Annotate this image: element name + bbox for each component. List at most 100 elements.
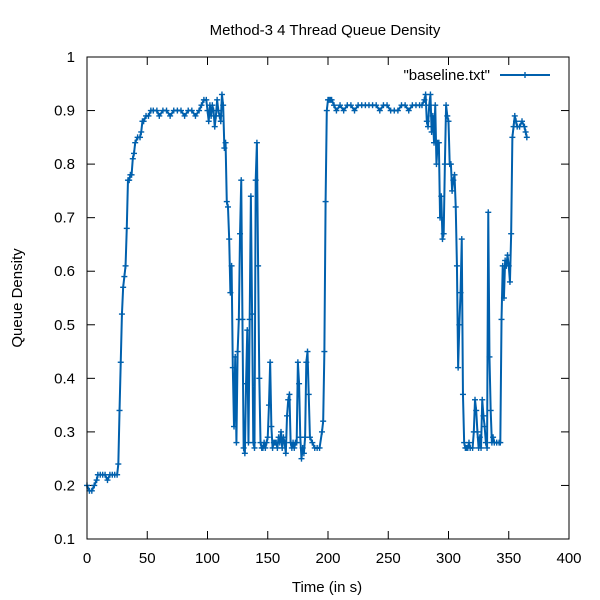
data-point-marker [299,444,306,451]
data-point-marker [450,177,457,184]
data-point-marker [303,359,310,366]
data-point-marker [423,118,430,125]
data-point-marker [262,444,269,451]
data-point-marker [249,311,256,318]
data-point-marker [217,118,224,125]
data-point-marker [298,455,305,462]
y-tick-label: 0.5 [54,317,75,334]
data-point-marker [384,102,391,109]
data-point-marker [351,107,358,114]
data-point-marker [306,434,313,441]
data-point-marker [490,434,497,441]
data-point-marker [506,278,513,285]
data-point-marker [500,295,507,301]
legend-marker [522,72,528,78]
data-point-marker [449,187,456,194]
data-point-marker [198,102,205,109]
y-tick-label: 0.3 [54,424,75,441]
data-point-marker [233,439,240,446]
data-point-marker [482,439,489,446]
y-tick-label: 1 [67,49,75,66]
data-point-marker [126,177,133,184]
data-point-marker [229,364,236,371]
data-point-marker [502,257,509,264]
data-point-marker [122,262,129,269]
data-point-marker [523,134,530,141]
data-point-marker [508,230,515,237]
data-point-marker [255,262,262,269]
data-point-marker [238,177,245,184]
data-point-marker [331,102,338,109]
data-point-marker [123,225,130,232]
data-point-marker [222,139,229,146]
x-tick-label: 0 [83,550,91,567]
data-point-marker [394,107,401,114]
data-point-marker [439,236,446,243]
data-point-marker [256,375,263,382]
data-point-marker [114,471,121,478]
data-point-marker [227,289,234,296]
x-tick-label: 350 [496,550,521,567]
data-point-marker [163,107,170,114]
data-point-marker [241,450,248,457]
data-point-marker [440,230,447,237]
data-point-marker [140,118,147,125]
data-point-marker [243,380,250,387]
data-point-marker [104,477,111,484]
series-layer [84,91,530,494]
data-point-marker [456,321,463,328]
data-point-marker [472,396,479,403]
data-point-marker [309,439,316,446]
data-point-marker [452,203,459,210]
data-point-marker [129,155,136,162]
data-point-marker [421,96,428,103]
data-point-marker [429,112,436,119]
data-point-marker [433,161,440,168]
data-point-marker [116,407,123,414]
data-point-marker [156,112,163,119]
x-tick-label: 50 [139,550,156,567]
data-point-marker [321,348,328,355]
data-point-marker [205,118,212,125]
data-point-marker [522,128,529,135]
data-point-marker [224,203,231,210]
x-tick-label: 300 [436,550,461,567]
data-point-marker [519,118,526,125]
data-point-marker [453,262,460,269]
y-tick-label: 0.2 [54,477,75,494]
data-point-marker [455,364,462,371]
data-point-marker [234,348,241,355]
data-point-marker [121,273,128,280]
data-point-marker [486,353,493,360]
data-point-marker [428,128,435,135]
data-point-marker [474,428,481,435]
data-point-marker [204,107,211,114]
data-point-marker [318,428,325,435]
data-point-marker [294,359,301,366]
data-point-marker [451,171,458,178]
y-tick-label: 0.4 [54,370,75,387]
data-point-marker [132,139,139,146]
data-point-marker [211,123,218,130]
x-axis-label: Time (in s) [292,579,362,596]
data-point-marker [220,102,227,109]
y-tick-label: 0.9 [54,103,75,120]
x-tick-label: 250 [376,550,401,567]
data-point-marker [239,316,246,323]
data-point-marker [438,193,445,200]
data-point-marker [458,236,465,243]
data-point-marker [487,407,494,414]
data-point-marker [505,262,512,269]
data-point-marker [250,439,257,446]
y-tick-label: 0.8 [54,156,75,173]
data-point-marker [485,209,492,216]
data-point-marker [320,418,327,425]
data-point-marker [479,396,486,403]
data-point-marker [130,150,137,157]
data-point-marker [278,428,285,435]
data-point-marker [476,434,483,441]
data-point-marker [444,112,451,119]
